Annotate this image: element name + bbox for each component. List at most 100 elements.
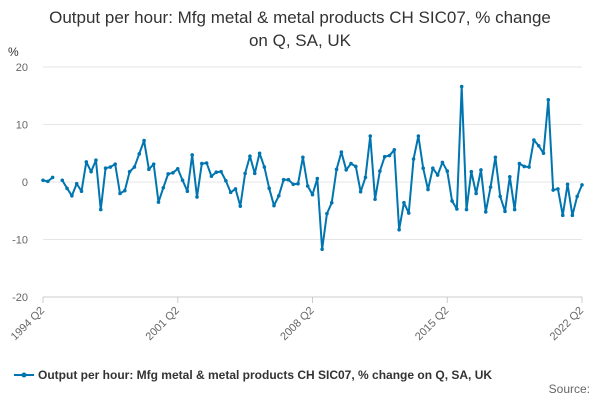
data-point[interactable] <box>349 161 353 166</box>
data-point[interactable] <box>98 207 103 212</box>
data-point[interactable] <box>41 178 45 183</box>
data-point[interactable] <box>257 151 262 156</box>
data-point[interactable] <box>440 160 445 165</box>
data-point[interactable] <box>175 166 180 171</box>
data-point[interactable] <box>450 199 454 203</box>
data-point[interactable] <box>214 170 219 175</box>
data-point[interactable] <box>397 227 401 232</box>
data-point[interactable] <box>551 188 555 192</box>
data-point[interactable] <box>291 182 296 187</box>
data-point[interactable] <box>580 183 584 187</box>
data-point[interactable] <box>565 182 570 187</box>
data-point[interactable] <box>233 187 238 191</box>
data-point[interactable] <box>522 164 527 169</box>
data-point[interactable] <box>445 169 450 173</box>
data-point[interactable] <box>286 177 291 182</box>
data-point[interactable] <box>411 157 416 161</box>
data-point[interactable] <box>204 161 209 165</box>
data-point[interactable] <box>382 154 387 159</box>
data-point[interactable] <box>123 188 127 193</box>
data-point[interactable] <box>363 175 368 180</box>
data-point[interactable] <box>546 97 551 102</box>
data-point[interactable] <box>508 175 512 179</box>
data-point[interactable] <box>474 191 478 196</box>
data-point[interactable] <box>406 211 411 215</box>
data-point[interactable] <box>527 165 531 169</box>
data-point[interactable] <box>575 194 579 199</box>
data-point[interactable] <box>570 213 575 218</box>
data-point[interactable] <box>248 154 252 158</box>
data-point[interactable] <box>493 155 498 160</box>
data-point[interactable] <box>89 169 93 174</box>
data-point[interactable] <box>238 204 243 208</box>
data-point[interactable] <box>498 194 502 199</box>
data-point[interactable] <box>171 171 175 175</box>
data-point[interactable] <box>74 181 79 186</box>
data-point[interactable] <box>320 247 324 252</box>
data-point[interactable] <box>46 179 50 184</box>
data-point[interactable] <box>84 160 89 164</box>
data-point[interactable] <box>267 186 271 191</box>
data-point[interactable] <box>431 166 435 170</box>
data-point[interactable] <box>469 169 474 174</box>
data-point[interactable] <box>435 173 440 177</box>
data-point[interactable] <box>373 197 377 202</box>
data-point[interactable] <box>79 189 84 193</box>
data-point[interactable] <box>488 185 493 189</box>
data-point[interactable] <box>190 153 194 157</box>
data-point[interactable] <box>166 172 170 176</box>
data-point[interactable] <box>113 162 117 166</box>
data-point[interactable] <box>185 189 190 193</box>
data-point[interactable] <box>517 161 522 166</box>
data-point[interactable] <box>402 200 406 205</box>
data-point[interactable] <box>325 211 329 216</box>
data-point[interactable] <box>483 210 488 214</box>
data-point[interactable] <box>108 165 113 169</box>
data-point[interactable] <box>421 166 425 170</box>
data-point[interactable] <box>455 207 459 211</box>
data-point[interactable] <box>252 171 257 176</box>
data-point[interactable] <box>426 187 430 192</box>
data-point[interactable] <box>296 181 300 186</box>
data-point[interactable] <box>339 150 344 154</box>
data-point[interactable] <box>127 169 132 174</box>
data-point[interactable] <box>70 194 74 198</box>
data-point[interactable] <box>60 178 65 183</box>
data-point[interactable] <box>464 207 469 212</box>
data-point[interactable] <box>161 185 166 190</box>
data-point[interactable] <box>262 165 267 169</box>
data-point[interactable] <box>180 178 185 183</box>
data-point[interactable] <box>209 174 214 179</box>
data-point[interactable] <box>459 84 464 89</box>
data-point[interactable] <box>315 176 320 181</box>
data-point[interactable] <box>329 200 334 205</box>
data-point[interactable] <box>301 155 305 160</box>
data-point[interactable] <box>392 148 397 152</box>
data-point[interactable] <box>310 192 315 197</box>
legend[interactable]: Output per hour: Mfg metal & metal produ… <box>14 365 594 385</box>
data-point[interactable] <box>147 167 151 172</box>
data-point[interactable] <box>305 184 310 188</box>
data-point[interactable] <box>137 152 142 156</box>
data-point[interactable] <box>151 162 156 166</box>
data-point[interactable] <box>378 169 382 173</box>
data-point[interactable] <box>156 200 161 204</box>
data-point[interactable] <box>368 134 373 138</box>
data-point[interactable] <box>344 168 348 172</box>
data-point[interactable] <box>272 203 276 208</box>
data-point[interactable] <box>200 161 204 166</box>
data-point[interactable] <box>118 191 122 196</box>
data-point[interactable] <box>94 158 98 162</box>
data-point[interactable] <box>50 175 55 180</box>
data-point[interactable] <box>416 134 421 138</box>
data-point[interactable] <box>387 153 392 158</box>
data-point[interactable] <box>142 138 146 143</box>
data-point[interactable] <box>556 187 560 191</box>
data-point[interactable] <box>281 177 286 182</box>
data-point[interactable] <box>334 167 339 172</box>
data-point[interactable] <box>195 195 199 199</box>
data-point[interactable] <box>512 207 517 212</box>
data-point[interactable] <box>536 143 541 148</box>
data-point[interactable] <box>479 168 483 172</box>
data-point[interactable] <box>277 194 281 198</box>
